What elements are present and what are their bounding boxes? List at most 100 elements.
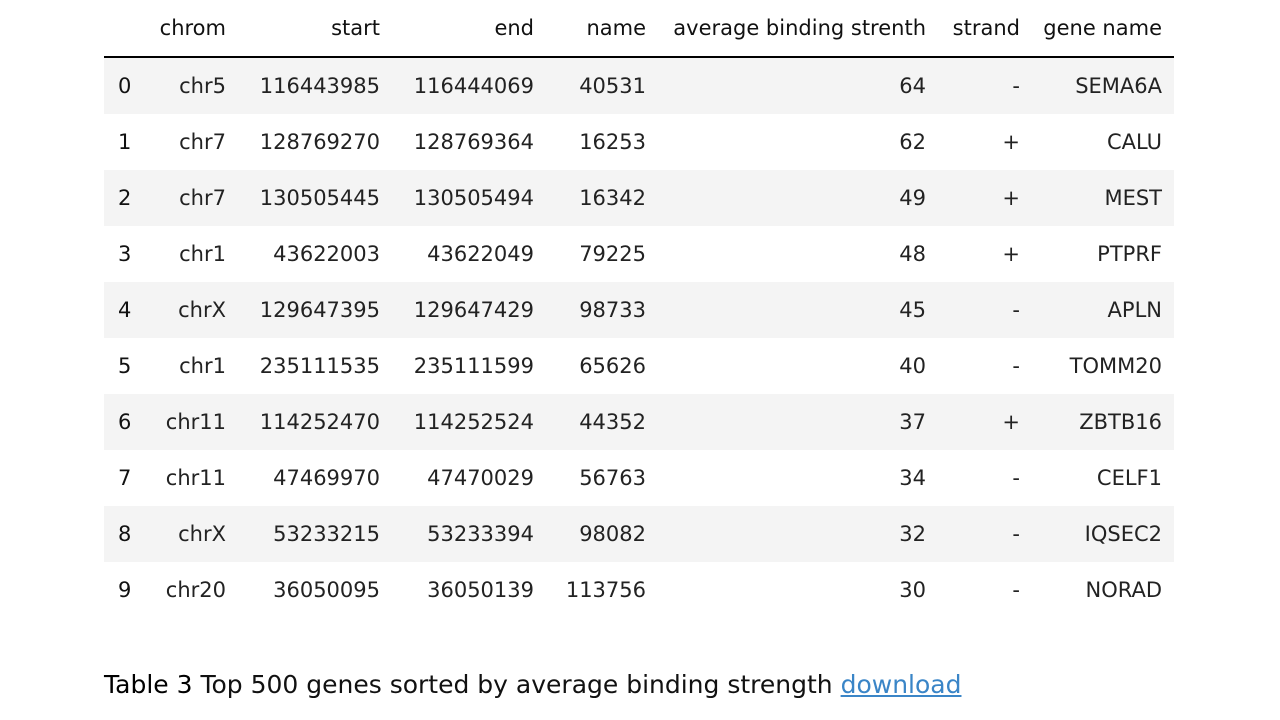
table-cell: 114252524 xyxy=(392,394,546,450)
table-cell: chr11 xyxy=(150,394,238,450)
table-cell: 43622049 xyxy=(392,226,546,282)
table-cell: 44352 xyxy=(546,394,658,450)
table-cell: 79225 xyxy=(546,226,658,282)
table-row: 3 chr1 43622003 43622049 79225 48 + PTPRF xyxy=(104,226,1174,282)
table-cell: - xyxy=(938,450,1032,506)
table-cell: 49 xyxy=(658,170,938,226)
table-cell: 45 xyxy=(658,282,938,338)
table-row: 2 chr7 130505445 130505494 16342 49 + MEST xyxy=(104,170,1174,226)
column-header: strand xyxy=(938,0,1032,58)
table-cell: 40531 xyxy=(546,57,658,114)
table-cell: + xyxy=(938,170,1032,226)
row-index: 9 xyxy=(104,562,150,618)
table-cell: chr5 xyxy=(150,57,238,114)
table-cell: 113756 xyxy=(546,562,658,618)
table-cell: chr1 xyxy=(150,338,238,394)
table-cell: APLN xyxy=(1032,282,1174,338)
table-cell: chrX xyxy=(150,506,238,562)
column-header: start xyxy=(238,0,392,58)
table-cell: - xyxy=(938,338,1032,394)
table-row: 1 chr7 128769270 128769364 16253 62 + CALU xyxy=(104,114,1174,170)
table-cell: PTPRF xyxy=(1032,226,1174,282)
row-index: 1 xyxy=(104,114,150,170)
table-cell: 48 xyxy=(658,226,938,282)
table-cell: chr7 xyxy=(150,170,238,226)
table-cell: 47469970 xyxy=(238,450,392,506)
table-cell: 128769364 xyxy=(392,114,546,170)
table-cell: + xyxy=(938,394,1032,450)
table-cell: chr1 xyxy=(150,226,238,282)
column-header: average binding strenth xyxy=(658,0,938,58)
table-row: 5 chr1 235111535 235111599 65626 40- TOMM20 xyxy=(104,338,1174,394)
caption-label: Table 3 xyxy=(104,670,193,699)
table-cell: - xyxy=(938,57,1032,114)
row-index: 0 xyxy=(104,57,150,114)
row-index: 2 xyxy=(104,170,150,226)
table-cell: 116444069 xyxy=(392,57,546,114)
table-row: 8 chrX 53233215 53233394 98082 32- IQSEC2 xyxy=(104,506,1174,562)
table-body: 0 chr5 116443985 116444069 40531 64- SEMA6A 1 ch… xyxy=(104,57,1174,618)
table-cell: 34 xyxy=(658,450,938,506)
column-header: gene name xyxy=(1032,0,1174,58)
table-cell: 16253 xyxy=(546,114,658,170)
table-row: 7 chr11 47469970 47470029 56763 34- CELF1 xyxy=(104,450,1174,506)
row-index: 3 xyxy=(104,226,150,282)
column-header: name xyxy=(546,0,658,58)
table-cell: - xyxy=(938,562,1032,618)
row-index: 5 xyxy=(104,338,150,394)
table-cell: IQSEC2 xyxy=(1032,506,1174,562)
table-cell: chr11 xyxy=(150,450,238,506)
table-cell: 65626 xyxy=(546,338,658,394)
table-cell: 116443985 xyxy=(238,57,392,114)
table-cell: 129647429 xyxy=(392,282,546,338)
table-cell: 56763 xyxy=(546,450,658,506)
table-cell: MEST xyxy=(1032,170,1174,226)
table-cell: SEMA6A xyxy=(1032,57,1174,114)
table-cell: 40 xyxy=(658,338,938,394)
table-cell: 16342 xyxy=(546,170,658,226)
dataframe-container: chrom start end name average binding strenth… xyxy=(104,0,1174,618)
table-cell: chr7 xyxy=(150,114,238,170)
table-cell: 53233394 xyxy=(392,506,546,562)
table-cell: 36050095 xyxy=(238,562,392,618)
table-cell: 235111599 xyxy=(392,338,546,394)
table-cell: 130505445 xyxy=(238,170,392,226)
table-row: 9 chr20 36050095 36050139 113756 30- NORAD xyxy=(104,562,1174,618)
table-cell: 129647395 xyxy=(238,282,392,338)
table-cell: 114252470 xyxy=(238,394,392,450)
table-cell: 30 xyxy=(658,562,938,618)
table-cell: - xyxy=(938,282,1032,338)
table-cell: CALU xyxy=(1032,114,1174,170)
table-cell: chrX xyxy=(150,282,238,338)
table-row: 6 chr11 114252470 114252524 44352 37 + ZBTB16 xyxy=(104,394,1174,450)
row-index: 8 xyxy=(104,506,150,562)
table-cell: 128769270 xyxy=(238,114,392,170)
column-header: chrom xyxy=(150,0,238,58)
table-cell: chr20 xyxy=(150,562,238,618)
download-link[interactable]: download xyxy=(840,670,962,699)
genes-table: chrom start end name average binding strenth… xyxy=(104,0,1174,618)
table-cell: + xyxy=(938,114,1032,170)
row-index: 6 xyxy=(104,394,150,450)
table-cell: - xyxy=(938,506,1032,562)
table-cell: 130505494 xyxy=(392,170,546,226)
row-index: 7 xyxy=(104,450,150,506)
table-caption: Table 3 Top 500 genes sorted by average … xyxy=(104,670,961,699)
table-cell: 235111535 xyxy=(238,338,392,394)
table-cell: TOMM20 xyxy=(1032,338,1174,394)
table-cell: 47470029 xyxy=(392,450,546,506)
table-cell: ZBTB16 xyxy=(1032,394,1174,450)
table-row: 4 chrX 129647395 129647429 98733 45- APLN xyxy=(104,282,1174,338)
table-header-row: chrom start end name average binding strenth… xyxy=(104,0,1174,58)
table-cell: 62 xyxy=(658,114,938,170)
table-cell: 64 xyxy=(658,57,938,114)
table-cell: CELF1 xyxy=(1032,450,1174,506)
table-cell: 36050139 xyxy=(392,562,546,618)
caption-text: Top 500 genes sorted by average binding … xyxy=(192,670,841,699)
table-row: 0 chr5 116443985 116444069 40531 64- SEMA6A xyxy=(104,57,1174,114)
table-cell: 53233215 xyxy=(238,506,392,562)
table-cell: 37 xyxy=(658,394,938,450)
table-cell: + xyxy=(938,226,1032,282)
table-cell: 32 xyxy=(658,506,938,562)
table-cell: 98733 xyxy=(546,282,658,338)
